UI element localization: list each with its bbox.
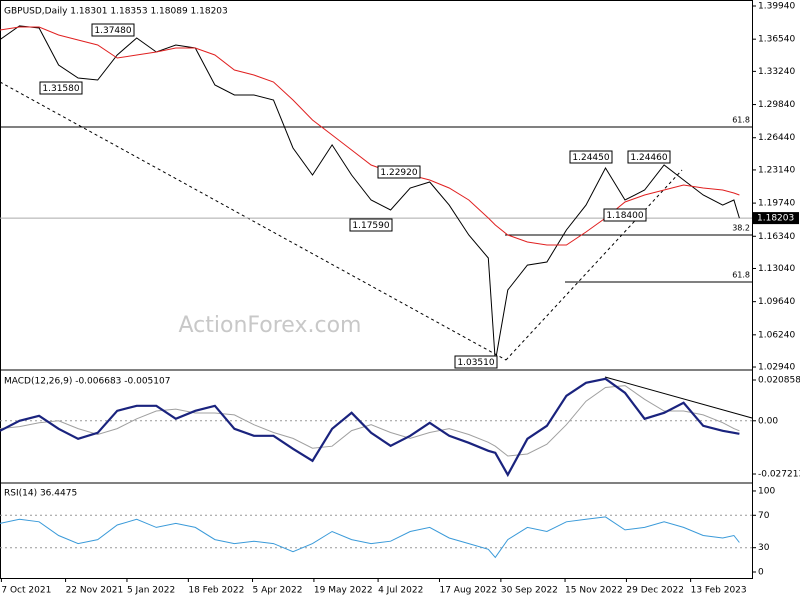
y-tick-label: 30 (758, 543, 770, 553)
trendline (604, 376, 753, 419)
watermark: ActionForex.com (179, 313, 362, 338)
price-label: 1.24450 (572, 153, 609, 163)
y-tick-label: 0 (758, 568, 764, 578)
y-tick-label: 1.02940 (758, 363, 795, 373)
y-tick-label: 1.13040 (758, 264, 795, 274)
last-price-label: 1.18203 (757, 214, 794, 224)
x-tick-label: 17 Aug 2022 (439, 586, 497, 596)
price-label-box (91, 23, 135, 37)
price-label-box (627, 150, 671, 164)
y-tick-label: 1.16340 (758, 232, 795, 242)
y-tick-label: 1.23140 (758, 165, 795, 175)
series-line (0, 385, 740, 457)
trendline (505, 169, 683, 361)
price-label-box (454, 355, 498, 369)
x-tick-label: 22 Nov 2021 (66, 586, 124, 596)
x-tick-label: 4 Jul 2022 (378, 586, 423, 596)
panel-title: MACD(12,26,9) -0.006683 -0.005107 (4, 377, 170, 387)
price-label: 1.22920 (380, 168, 417, 178)
y-tick-label: 0.00 (758, 416, 778, 426)
price-label: 1.17590 (352, 221, 389, 231)
x-tick-label: 15 Nov 2022 (565, 586, 623, 596)
x-tick-label: 19 May 2022 (314, 586, 373, 596)
y-tick-label: 70 (758, 511, 770, 521)
y-tick-label: 1.33240 (758, 67, 795, 77)
y-tick-label: 100 (758, 486, 775, 496)
price-label: 1.24460 (630, 153, 667, 163)
price-label-box (349, 218, 393, 232)
price-label-box (569, 150, 613, 164)
y-tick-label: 0.020858 (758, 376, 800, 386)
x-tick-label: 13 Feb 2023 (691, 586, 747, 596)
x-tick-label: 29 Dec 2022 (626, 586, 684, 596)
x-tick-label: 30 Sep 2022 (501, 586, 558, 596)
x-tick-label: 5 Apr 2022 (253, 586, 303, 596)
x-tick-label: 18 Feb 2022 (188, 586, 244, 596)
price-label: 1.37480 (94, 26, 131, 36)
y-tick-label: 1.39940 (758, 2, 795, 12)
frame (0, 0, 753, 579)
price-label: 1.03510 (457, 358, 494, 368)
y-tick-label: 1.06240 (758, 330, 795, 340)
series-line (0, 25, 740, 362)
price-label: 1.18400 (606, 211, 643, 221)
fib-label: 61.8 (732, 115, 750, 124)
series-line (0, 516, 740, 559)
y-tick-label: 1.29840 (758, 100, 795, 110)
fib-label: 61.8 (732, 271, 750, 280)
price-label-box (603, 208, 647, 222)
y-tick-label: 1.09640 (758, 297, 795, 307)
y-tick-label: 1.36540 (758, 35, 795, 45)
y-tick-label: -0.027213 (758, 469, 800, 479)
x-tick-label: 7 Oct 2021 (1, 586, 51, 596)
y-tick-label: 1.19740 (758, 199, 795, 209)
panel-title: RSI(14) 36.4475 (4, 489, 77, 499)
price-label-box (39, 81, 83, 95)
series-line (0, 377, 740, 478)
last-price-box (753, 212, 799, 225)
price-label: 1.31580 (42, 84, 79, 94)
panel-title: GBPUSD,Daily 1.18301 1.18353 1.18089 1.1… (4, 7, 228, 17)
fib-label: 38.2 (732, 224, 750, 233)
price-label-box (377, 165, 421, 179)
x-tick-label: 5 Jan 2022 (127, 586, 175, 596)
y-tick-label: 1.26440 (758, 133, 795, 143)
trendline (0, 81, 507, 361)
